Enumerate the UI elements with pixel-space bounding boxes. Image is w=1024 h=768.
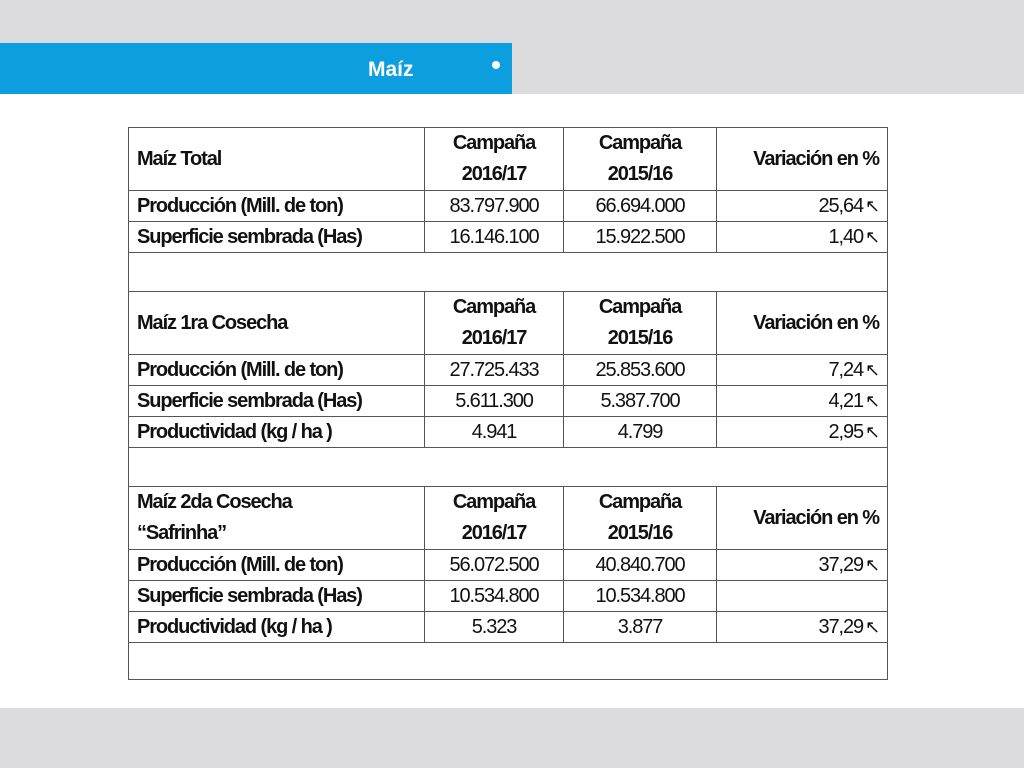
value-2015-16: 10.534.800 bbox=[563, 580, 717, 612]
variation-value: 2,95 bbox=[828, 420, 864, 443]
value-2015-16: 40.840.700 bbox=[563, 549, 717, 581]
arrow-up-left-icon: ↖ bbox=[865, 616, 880, 637]
arrow-up-left-icon: ↖ bbox=[865, 554, 880, 575]
table-row: Superficie sembrada (Has) 16.146.100 15.… bbox=[128, 221, 888, 253]
value-2016-17: 5.323 bbox=[424, 611, 564, 643]
row-label: Productividad (kg / ha ) bbox=[128, 416, 425, 448]
table-row: Superficie sembrada (Has) 10.534.800 10.… bbox=[128, 580, 888, 612]
spacer-row bbox=[128, 252, 888, 292]
table-row: Producción (Mill. de ton) 27.725.433 25.… bbox=[128, 354, 888, 386]
row-label: Producción (Mill. de ton) bbox=[128, 190, 425, 222]
column-header-2015-16: Campaña 2015/16 bbox=[563, 127, 717, 191]
table-row: Productividad (kg / ha ) 4.941 4.799 2,9… bbox=[128, 416, 888, 448]
row-label: Superficie sembrada (Has) bbox=[128, 385, 425, 417]
section-header-row: Maíz 1ra Cosecha Campaña 2016/17 Campaña 2… bbox=[128, 291, 888, 355]
title-bar bbox=[0, 43, 512, 94]
table-row: Productividad (kg / ha ) 5.323 3.877 37,… bbox=[128, 611, 888, 643]
row-label: Producción (Mill. de ton) bbox=[128, 549, 425, 581]
section-header-row: Maíz 2da Cosecha “Safrinha” Campaña 2016/1… bbox=[128, 486, 888, 550]
arrow-up-left-icon: ↖ bbox=[865, 421, 880, 442]
arrow-up-left-icon: ↖ bbox=[865, 226, 880, 247]
column-header-2016-17: Campaña 2016/17 bbox=[424, 127, 564, 191]
variation-value: 25,64 bbox=[818, 194, 864, 217]
variation-cell: 7,24 ↖ bbox=[716, 354, 888, 386]
arrow-up-left-icon: ↖ bbox=[865, 359, 880, 380]
column-header-2016-17: Campaña 2016/17 bbox=[424, 291, 564, 355]
maiz-table: Maíz Total Campaña 2016/17 Campaña 2015/16… bbox=[128, 127, 888, 680]
section-label: Maíz 1ra Cosecha bbox=[128, 291, 425, 355]
row-label: Superficie sembrada (Has) bbox=[128, 221, 425, 253]
value-2016-17: 83.797.900 bbox=[424, 190, 564, 222]
value-2015-16: 15.922.500 bbox=[563, 221, 717, 253]
value-2016-17: 4.941 bbox=[424, 416, 564, 448]
spacer-row bbox=[128, 642, 888, 680]
value-2016-17: 56.072.500 bbox=[424, 549, 564, 581]
section-label: Maíz 2da Cosecha “Safrinha” bbox=[128, 486, 425, 550]
bullet-dot-icon bbox=[492, 61, 500, 69]
row-label: Producción (Mill. de ton) bbox=[128, 354, 425, 386]
value-2016-17: 5.611.300 bbox=[424, 385, 564, 417]
title-bar-right bbox=[512, 43, 1024, 94]
spacer-row bbox=[128, 447, 888, 487]
variation-value: 37,29 bbox=[818, 615, 864, 638]
table-row: Producción (Mill. de ton) 56.072.500 40.… bbox=[128, 549, 888, 581]
section-header-row: Maíz Total Campaña 2016/17 Campaña 2015/16… bbox=[128, 127, 888, 191]
variation-cell: 37,29 ↖ bbox=[716, 611, 888, 643]
variation-cell: 37,29 ↖ bbox=[716, 549, 888, 581]
variation-cell bbox=[716, 580, 888, 612]
column-header-2015-16: Campaña 2015/16 bbox=[563, 291, 717, 355]
value-2016-17: 16.146.100 bbox=[424, 221, 564, 253]
variation-value: 37,29 bbox=[818, 553, 864, 576]
column-header-2016-17: Campaña 2016/17 bbox=[424, 486, 564, 550]
column-header-variation: Variación en % bbox=[716, 486, 888, 550]
slide-title: Maíz bbox=[368, 58, 414, 81]
slide: Maíz Maíz Total Campaña 2016/17 Campaña 20… bbox=[0, 0, 1024, 708]
table-row: Superficie sembrada (Has) 5.611.300 5.38… bbox=[128, 385, 888, 417]
variation-value: 4,21 bbox=[828, 389, 864, 412]
value-2015-16: 66.694.000 bbox=[563, 190, 717, 222]
value-2016-17: 27.725.433 bbox=[424, 354, 564, 386]
row-label: Superficie sembrada (Has) bbox=[128, 580, 425, 612]
column-header-2015-16: Campaña 2015/16 bbox=[563, 486, 717, 550]
value-2016-17: 10.534.800 bbox=[424, 580, 564, 612]
table-row: Producción (Mill. de ton) 83.797.900 66.… bbox=[128, 190, 888, 222]
column-header-variation: Variación en % bbox=[716, 291, 888, 355]
value-2015-16: 3.877 bbox=[563, 611, 717, 643]
row-label: Productividad (kg / ha ) bbox=[128, 611, 425, 643]
value-2015-16: 25.853.600 bbox=[563, 354, 717, 386]
variation-cell: 25,64 ↖ bbox=[716, 190, 888, 222]
footer-band bbox=[0, 708, 1024, 768]
variation-value: 7,24 bbox=[828, 358, 864, 381]
variation-value: 1,40 bbox=[828, 225, 864, 248]
variation-cell: 2,95 ↖ bbox=[716, 416, 888, 448]
section-label: Maíz Total bbox=[128, 127, 425, 191]
top-band bbox=[0, 0, 1024, 43]
variation-cell: 4,21 ↖ bbox=[716, 385, 888, 417]
value-2015-16: 5.387.700 bbox=[563, 385, 717, 417]
arrow-up-left-icon: ↖ bbox=[865, 390, 880, 411]
variation-cell: 1,40 ↖ bbox=[716, 221, 888, 253]
arrow-up-left-icon: ↖ bbox=[865, 195, 880, 216]
column-header-variation: Variación en % bbox=[716, 127, 888, 191]
value-2015-16: 4.799 bbox=[563, 416, 717, 448]
